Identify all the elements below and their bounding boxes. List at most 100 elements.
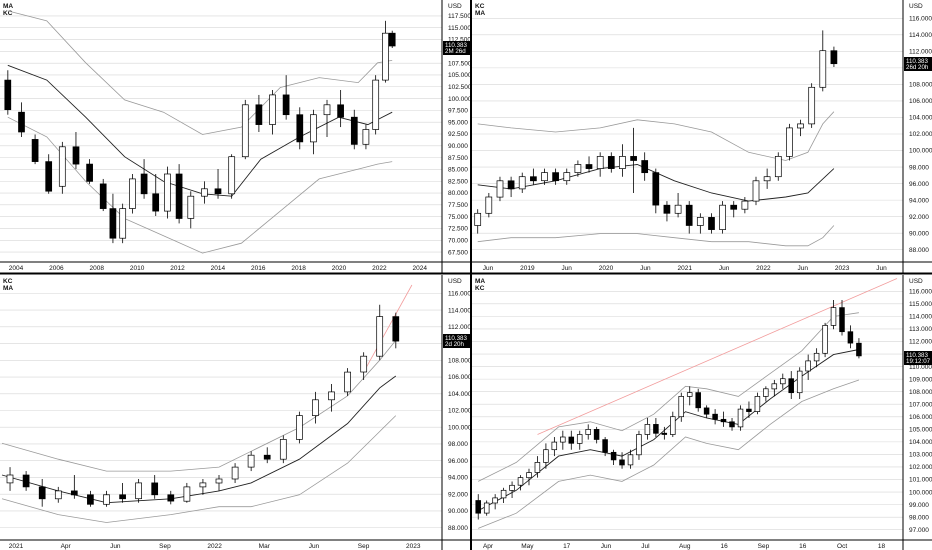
- y-tick-label: 105.000: [448, 72, 472, 79]
- moving-average-line: [477, 164, 835, 202]
- y-tick-label: 97.000: [909, 527, 929, 534]
- candle-down: [392, 316, 400, 342]
- candle-down: [663, 204, 671, 214]
- chart-panel-1: 117.500115.000112.500110.000107.500105.0…: [0, 0, 472, 273]
- x-tick-label: Jun: [110, 543, 121, 550]
- candle-up: [485, 196, 493, 214]
- candle-down: [152, 193, 160, 212]
- keltner-upper-band: [477, 111, 835, 161]
- y-tick-label: 112.500: [448, 37, 471, 44]
- candle-up: [596, 156, 604, 169]
- candle-up: [296, 415, 303, 440]
- candle-down: [653, 424, 659, 434]
- candle-up: [670, 416, 676, 435]
- candle-down: [788, 378, 794, 394]
- candle-down: [661, 432, 668, 435]
- keltner-lower-band: [478, 379, 860, 529]
- candle-down: [99, 183, 107, 209]
- x-tick-label: Sep: [159, 543, 171, 550]
- candle-up: [201, 188, 208, 197]
- candle-down: [856, 342, 862, 357]
- x-tick-label: 2022: [372, 265, 387, 272]
- x-tick-label: Jun: [561, 265, 572, 272]
- x-tick-label: 2019: [520, 265, 535, 272]
- x-tick-label: Sep: [358, 543, 370, 550]
- keltner-upper-band: [7, 10, 393, 135]
- y-tick-label: 115.000: [448, 25, 471, 32]
- candle-down: [507, 180, 515, 190]
- candle-down: [695, 392, 701, 409]
- y-tick-label: 67.500: [448, 249, 468, 256]
- last-price-tag: [443, 41, 472, 55]
- candle-down: [730, 204, 738, 210]
- x-tick-label: 16: [720, 543, 728, 550]
- candle-down: [109, 208, 117, 239]
- candle-down: [847, 331, 854, 344]
- x-tick-label: 17: [563, 543, 571, 550]
- y-tick-label: 82.500: [448, 178, 468, 185]
- candle-up: [247, 454, 255, 468]
- candle-down: [593, 429, 600, 440]
- candle-up: [215, 478, 223, 484]
- candle-down: [839, 307, 845, 333]
- x-tick-label: Jun: [876, 265, 887, 272]
- candle-up: [754, 396, 761, 412]
- y-tick-label: 90.000: [909, 230, 929, 237]
- candle-down: [296, 114, 304, 143]
- currency-label: USD: [448, 3, 462, 10]
- x-tick-label: 2021: [9, 543, 24, 550]
- keltner-lower-band: [477, 225, 835, 247]
- candle-up: [518, 176, 526, 190]
- candle-up: [551, 441, 558, 451]
- candle-down: [255, 104, 263, 125]
- candle-up: [376, 316, 384, 357]
- candle-down: [475, 500, 481, 514]
- x-tick-label: Apr: [483, 543, 494, 550]
- y-tick-label: 88.000: [448, 525, 468, 532]
- candle-down: [602, 439, 608, 453]
- indicator-label: MA: [3, 3, 13, 10]
- candle-up: [619, 156, 626, 169]
- candle-down: [70, 490, 78, 496]
- candle-up: [492, 497, 498, 504]
- candle-down: [350, 116, 358, 145]
- candle-down: [585, 164, 593, 169]
- candle-up: [58, 146, 66, 187]
- x-tick-label: Aug: [679, 543, 691, 550]
- candle-up: [135, 482, 142, 500]
- y-tick-label: 114.000: [909, 314, 932, 321]
- y-tick-label: 113.000: [909, 326, 932, 333]
- candle-up: [763, 176, 771, 182]
- candle-down: [140, 173, 148, 195]
- candle-up: [323, 104, 331, 116]
- x-tick-label: 2022: [207, 543, 222, 550]
- y-tick-label: 102.000: [909, 464, 932, 471]
- trendline: [363, 284, 413, 373]
- candle-up: [674, 204, 682, 214]
- candle-up: [822, 325, 828, 354]
- candle-down: [175, 173, 183, 219]
- y-tick-label: 117.500: [448, 13, 471, 20]
- y-tick-label: 90.000: [448, 143, 468, 150]
- candle-up: [796, 370, 803, 394]
- candle-up: [719, 204, 726, 230]
- candle-down: [619, 459, 625, 466]
- candle-down: [4, 79, 12, 111]
- indicator-label: MA: [3, 285, 13, 292]
- x-tick-label: Jun: [798, 265, 809, 272]
- candle-down: [552, 172, 559, 182]
- candle-up: [786, 127, 793, 157]
- x-tick-label: 2006: [49, 265, 64, 272]
- candle-down: [388, 32, 396, 47]
- y-tick-label: 116.000: [448, 291, 471, 298]
- y-tick-label: 116.000: [909, 288, 932, 295]
- y-tick-label: 108.000: [909, 389, 932, 396]
- candle-up: [344, 371, 351, 393]
- y-tick-label: 85.000: [448, 167, 468, 174]
- last-price-value: 110.383: [445, 42, 467, 49]
- candle-up: [780, 378, 786, 385]
- candle-up: [241, 104, 249, 158]
- trendline: [537, 278, 898, 435]
- candle-down: [45, 161, 53, 192]
- x-tick-label: 2014: [211, 265, 226, 272]
